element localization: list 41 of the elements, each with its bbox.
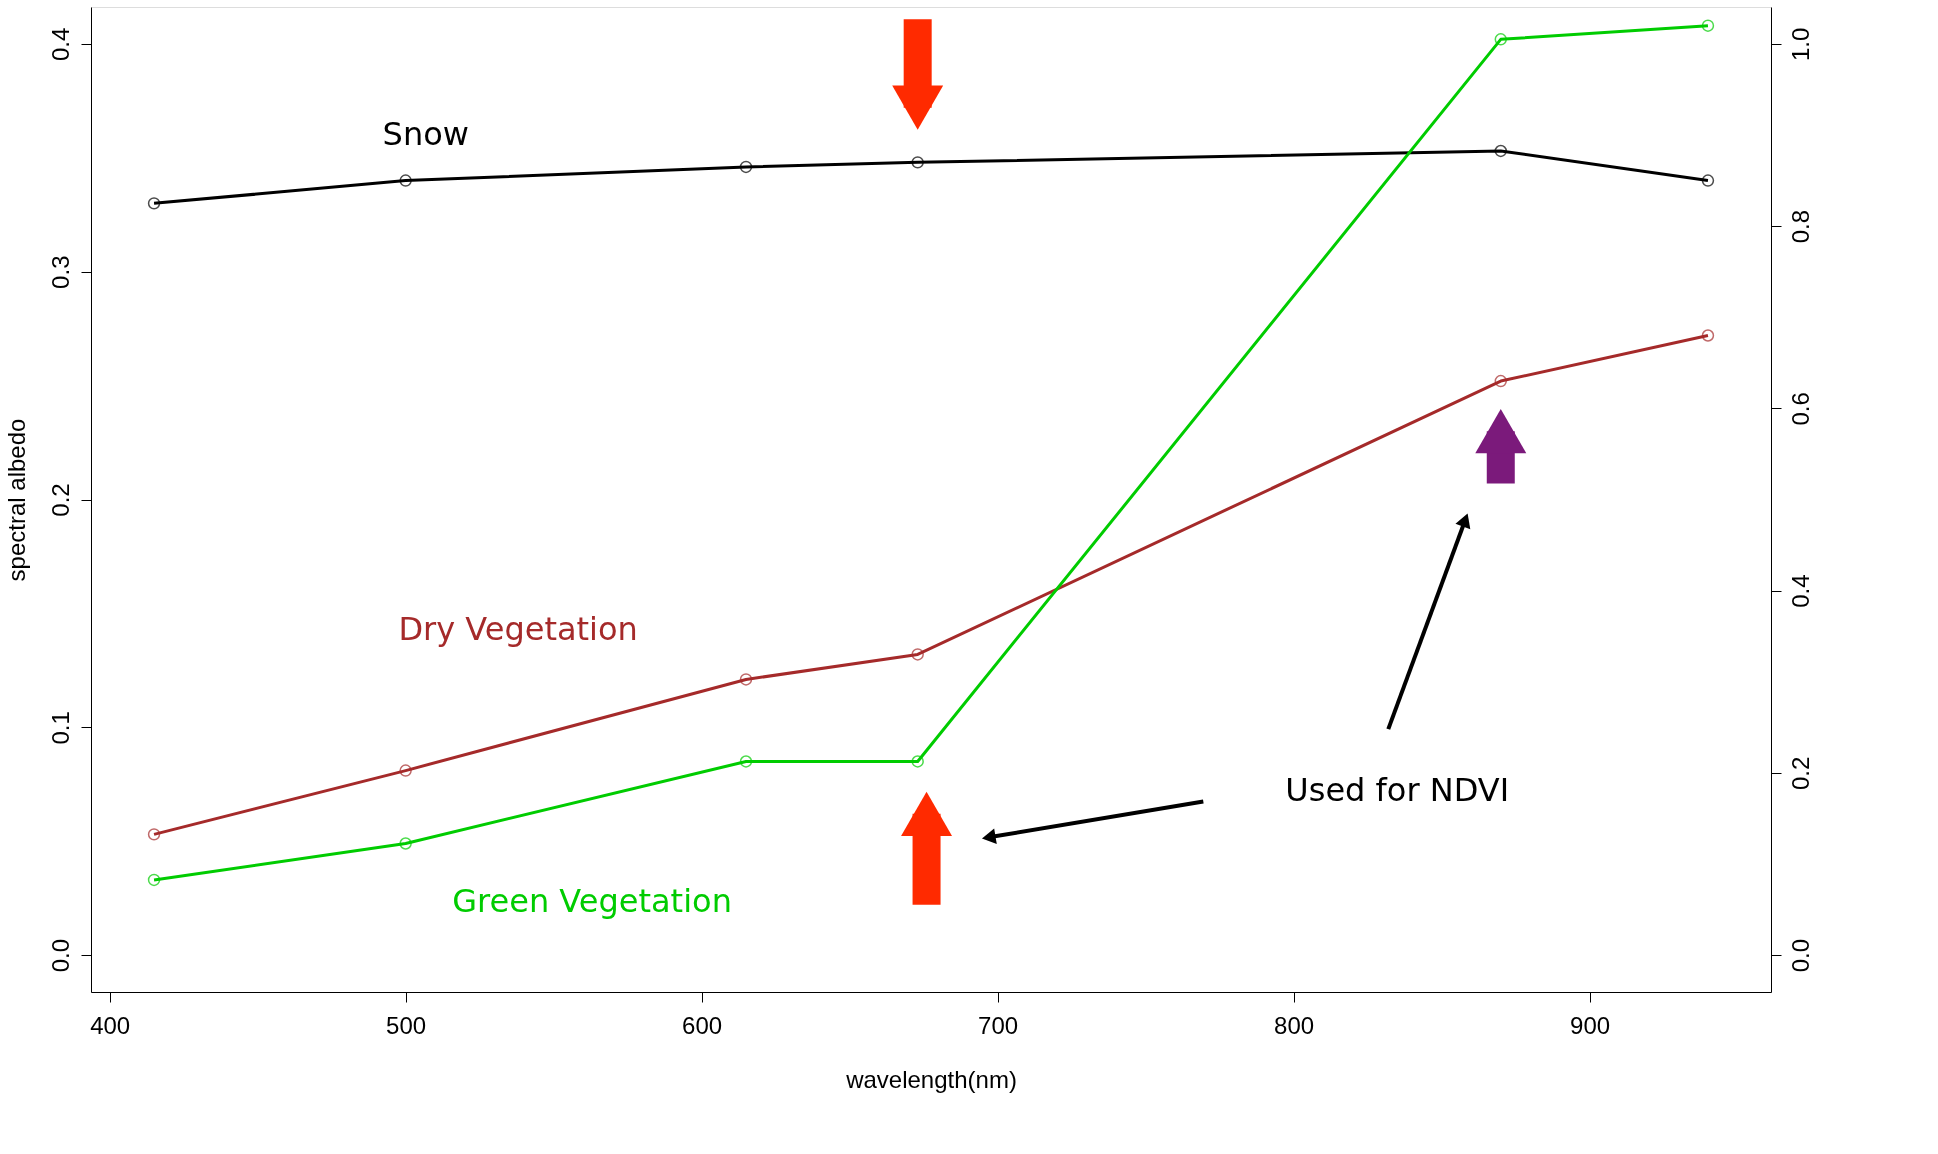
point xyxy=(911,156,924,169)
x-tick-label: 800 xyxy=(1274,1011,1315,1039)
x-tick-label: 500 xyxy=(386,1011,427,1039)
series-label: Green Vegetation xyxy=(452,882,732,921)
x-tick-label: 400 xyxy=(90,1011,131,1039)
point xyxy=(399,174,412,187)
y2-tick-label: 0.8 xyxy=(1786,209,1814,244)
point xyxy=(739,755,753,768)
point xyxy=(1494,374,1507,388)
point xyxy=(911,755,924,768)
point xyxy=(147,828,161,841)
point xyxy=(399,764,412,777)
y-axis-title: spectral albedo xyxy=(2,418,30,582)
point xyxy=(1701,174,1715,187)
point xyxy=(1701,19,1715,32)
x-tick-label: 700 xyxy=(978,1011,1019,1039)
series-label: Snow xyxy=(382,115,469,154)
point xyxy=(739,160,753,174)
point xyxy=(147,197,161,210)
y2-tick-label: 0.4 xyxy=(1786,574,1814,608)
y2-tick-label: 0.6 xyxy=(1786,392,1814,426)
point xyxy=(1494,33,1507,46)
y-tick-label: 0.3 xyxy=(46,255,74,289)
point xyxy=(1494,144,1507,158)
point xyxy=(911,648,924,661)
series-label: Dry Vegetation xyxy=(398,609,638,648)
point xyxy=(1701,329,1715,342)
x-axis-title: wavelength(nm) xyxy=(845,1065,1017,1093)
y-tick-label: 0.4 xyxy=(46,27,74,62)
y2-tick-label: 0.2 xyxy=(1786,756,1814,791)
y2-tick-label: 0.0 xyxy=(1786,938,1814,973)
point xyxy=(399,837,412,850)
x-tick-label: 900 xyxy=(1570,1011,1611,1039)
y-tick-label: 0.2 xyxy=(46,483,74,517)
x-tick-label: 600 xyxy=(682,1011,723,1039)
point xyxy=(739,673,753,686)
annotation: Used for NDVI xyxy=(1285,770,1510,809)
y-tick-label: 0.0 xyxy=(46,938,74,973)
y2-tick-label: 1.0 xyxy=(1786,27,1814,62)
point xyxy=(147,873,161,887)
y-tick-label: 0.1 xyxy=(46,711,74,745)
